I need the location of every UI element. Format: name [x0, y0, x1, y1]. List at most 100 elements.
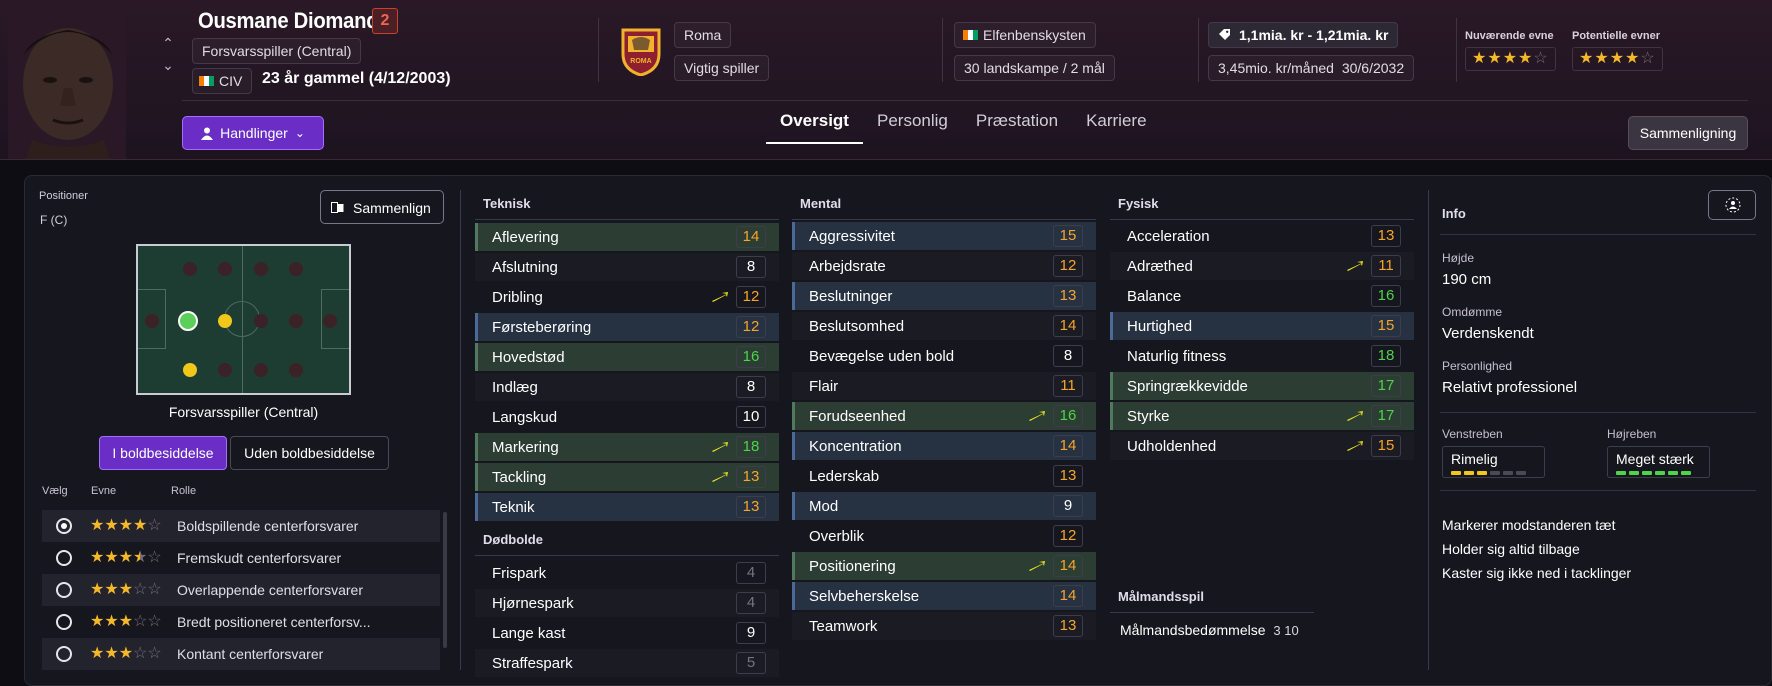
attribute-row[interactable]: Aflevering 14 [475, 223, 779, 251]
attribute-row[interactable]: Styrke 17 [1110, 402, 1414, 430]
attribute-row[interactable]: Naturlig fitness 18 [1110, 342, 1414, 370]
attribute-row[interactable]: Beslutsomhed 14 [792, 312, 1096, 340]
position-compare-button[interactable]: Sammenlign [320, 190, 444, 224]
attribute-row[interactable]: Overblik 12 [792, 522, 1096, 550]
attribute-row[interactable]: Beslutninger 13 [792, 282, 1096, 310]
club-name-pill[interactable]: Roma [674, 22, 732, 48]
attribute-row[interactable]: Teknik 13 [475, 493, 779, 521]
attribute-value: 12 [1053, 525, 1083, 547]
attribute-name: Koncentration [809, 438, 902, 455]
role-row[interactable]: ★★★★☆ Boldspillende centerforsvarer [42, 510, 440, 542]
tab-performance[interactable]: Præstation [975, 111, 1059, 130]
attribute-name: Beslutsomhed [809, 318, 905, 335]
nation-pill[interactable]: Elfenbenskysten [954, 22, 1096, 48]
reputation-value: Verdenskendt [1442, 325, 1534, 342]
attribute-row[interactable]: Markering 18 [475, 433, 779, 461]
role-radio[interactable] [56, 646, 72, 662]
nation-code-pill: CIV [192, 68, 253, 94]
attribute-row[interactable]: Flair 11 [792, 372, 1096, 400]
contract-expiry: 30/6/2032 [1341, 60, 1405, 76]
attribute-row[interactable]: Teamwork 13 [792, 612, 1096, 640]
profile-tabs: Oversigt Personlig Præstation Karriere [766, 110, 1161, 144]
previous-player-icon[interactable]: ⌃ [162, 35, 174, 51]
info-rule [1440, 234, 1756, 235]
transfer-value: 1,1mia. kr - 1,21mia. kr [1239, 27, 1389, 43]
attribute-row[interactable]: Selvbeherskelse 14 [792, 582, 1096, 610]
tab-personal[interactable]: Personlig [876, 111, 948, 130]
attribute-name: Hjørnespark [492, 595, 574, 612]
attribute-row[interactable]: Adræthed 11 [1110, 252, 1414, 280]
attribute-value: 13 [736, 466, 766, 488]
attribute-row[interactable]: Hovedstød 16 [475, 343, 779, 371]
role-name: Boldspillende centerforsvarer [177, 518, 359, 534]
height-value: 190 cm [1442, 271, 1492, 288]
role-header-ability: Evne [91, 485, 117, 497]
personality-button[interactable] [1708, 190, 1756, 220]
attribute-row[interactable]: Lederskab 13 [792, 462, 1096, 490]
attribute-value: 14 [1053, 585, 1083, 607]
header-divider [598, 18, 599, 82]
star-icon: ★★★★ [1472, 50, 1534, 67]
role-radio[interactable] [56, 550, 72, 566]
attribute-row[interactable]: Førsteberøring 12 [475, 313, 779, 341]
attribute-row[interactable]: Acceleration 13 [1110, 222, 1414, 250]
attribute-row[interactable]: Lange kast 9 [475, 619, 779, 647]
attribute-row[interactable]: Afslutning 8 [475, 253, 779, 281]
strength-segment [1629, 471, 1639, 475]
physical-rule [1110, 219, 1414, 220]
in-possession-button[interactable]: I boldbesiddelse [99, 436, 227, 470]
attribute-row[interactable]: Udholdenhed 15 [1110, 432, 1414, 460]
position-dot [183, 262, 197, 276]
trait-item: Holder sig altid tilbage [1442, 541, 1580, 557]
attribute-row[interactable]: Hurtighed 15 [1110, 312, 1414, 340]
attribute-row[interactable]: Hjørnespark 4 [475, 589, 779, 617]
role-radio[interactable] [56, 582, 72, 598]
role-row[interactable]: ★★★☆☆ Bredt positioneret centerforsv... [42, 606, 440, 638]
attribute-row[interactable]: Langskud 10 [475, 403, 779, 431]
position-code: F (C) [40, 213, 68, 227]
star-empty-icon: ☆ [1640, 50, 1656, 67]
role-row[interactable]: ★★★★☆ Fremskudt centerforsvarer [42, 542, 440, 574]
attribute-row[interactable]: Mod 9 [792, 492, 1096, 520]
goalkeeping-rating: Målmandsbedømmelse 3 10 [1120, 622, 1299, 638]
contract-pill: 3,45mio. kr/måned 30/6/2032 [1208, 55, 1415, 81]
attribute-row[interactable]: Tackling 13 [475, 463, 779, 491]
attribute-row[interactable]: Aggressivitet 15 [792, 222, 1096, 250]
strength-segment [1464, 471, 1474, 475]
progress-arrow-icon [712, 442, 728, 452]
attribute-row[interactable]: Indlæg 8 [475, 373, 779, 401]
attribute-value: 11 [1053, 375, 1083, 397]
attribute-name: Førsteberøring [492, 319, 592, 336]
trait-item: Kaster sig ikke ned i tacklinger [1442, 565, 1632, 581]
attribute-name: Beslutninger [809, 288, 893, 305]
position-dot [145, 314, 159, 328]
attribute-row[interactable]: Frispark 4 [475, 559, 779, 587]
left-foot-value: Rimelig [1451, 451, 1498, 467]
role-row[interactable]: ★★★☆☆ Overlappende centerforsvarer [42, 574, 440, 606]
role-row[interactable]: ★★★☆☆ Kontant centerforsvarer [42, 638, 440, 670]
role-name: Kontant centerforsvarer [177, 646, 324, 662]
comparison-button[interactable]: Sammenligning [1628, 116, 1748, 150]
next-player-icon[interactable]: ⌄ [162, 57, 174, 73]
role-radio[interactable] [56, 518, 72, 534]
attribute-row[interactable]: Positionering 14 [792, 552, 1096, 580]
tab-career[interactable]: Karriere [1086, 111, 1147, 130]
attribute-row[interactable]: Dribling 12 [475, 283, 779, 311]
attribute-row[interactable]: Forudseenhed 16 [792, 402, 1096, 430]
left-foot-box: Rimelig [1442, 446, 1545, 478]
out-of-possession-button[interactable]: Uden boldbesiddelse [230, 436, 389, 470]
role-radio[interactable] [56, 614, 72, 630]
attribute-row[interactable]: Springrækkevidde 17 [1110, 372, 1414, 400]
strength-segment [1490, 471, 1500, 475]
attribute-row[interactable]: Balance 16 [1110, 282, 1414, 310]
attribute-row[interactable]: Bevægelse uden bold 8 [792, 342, 1096, 370]
attribute-name: Lederskab [809, 468, 880, 485]
attribute-row[interactable]: Straffespark 5 [475, 649, 779, 677]
roles-scrollbar[interactable] [443, 512, 447, 648]
attribute-value: 16 [736, 346, 766, 368]
position-dot [289, 262, 303, 276]
tab-overview[interactable]: Oversigt [766, 110, 863, 144]
attribute-row[interactable]: Koncentration 14 [792, 432, 1096, 460]
attribute-row[interactable]: Arbejdsrate 12 [792, 252, 1096, 280]
actions-button[interactable]: Handlinger ⌄ [182, 116, 324, 150]
